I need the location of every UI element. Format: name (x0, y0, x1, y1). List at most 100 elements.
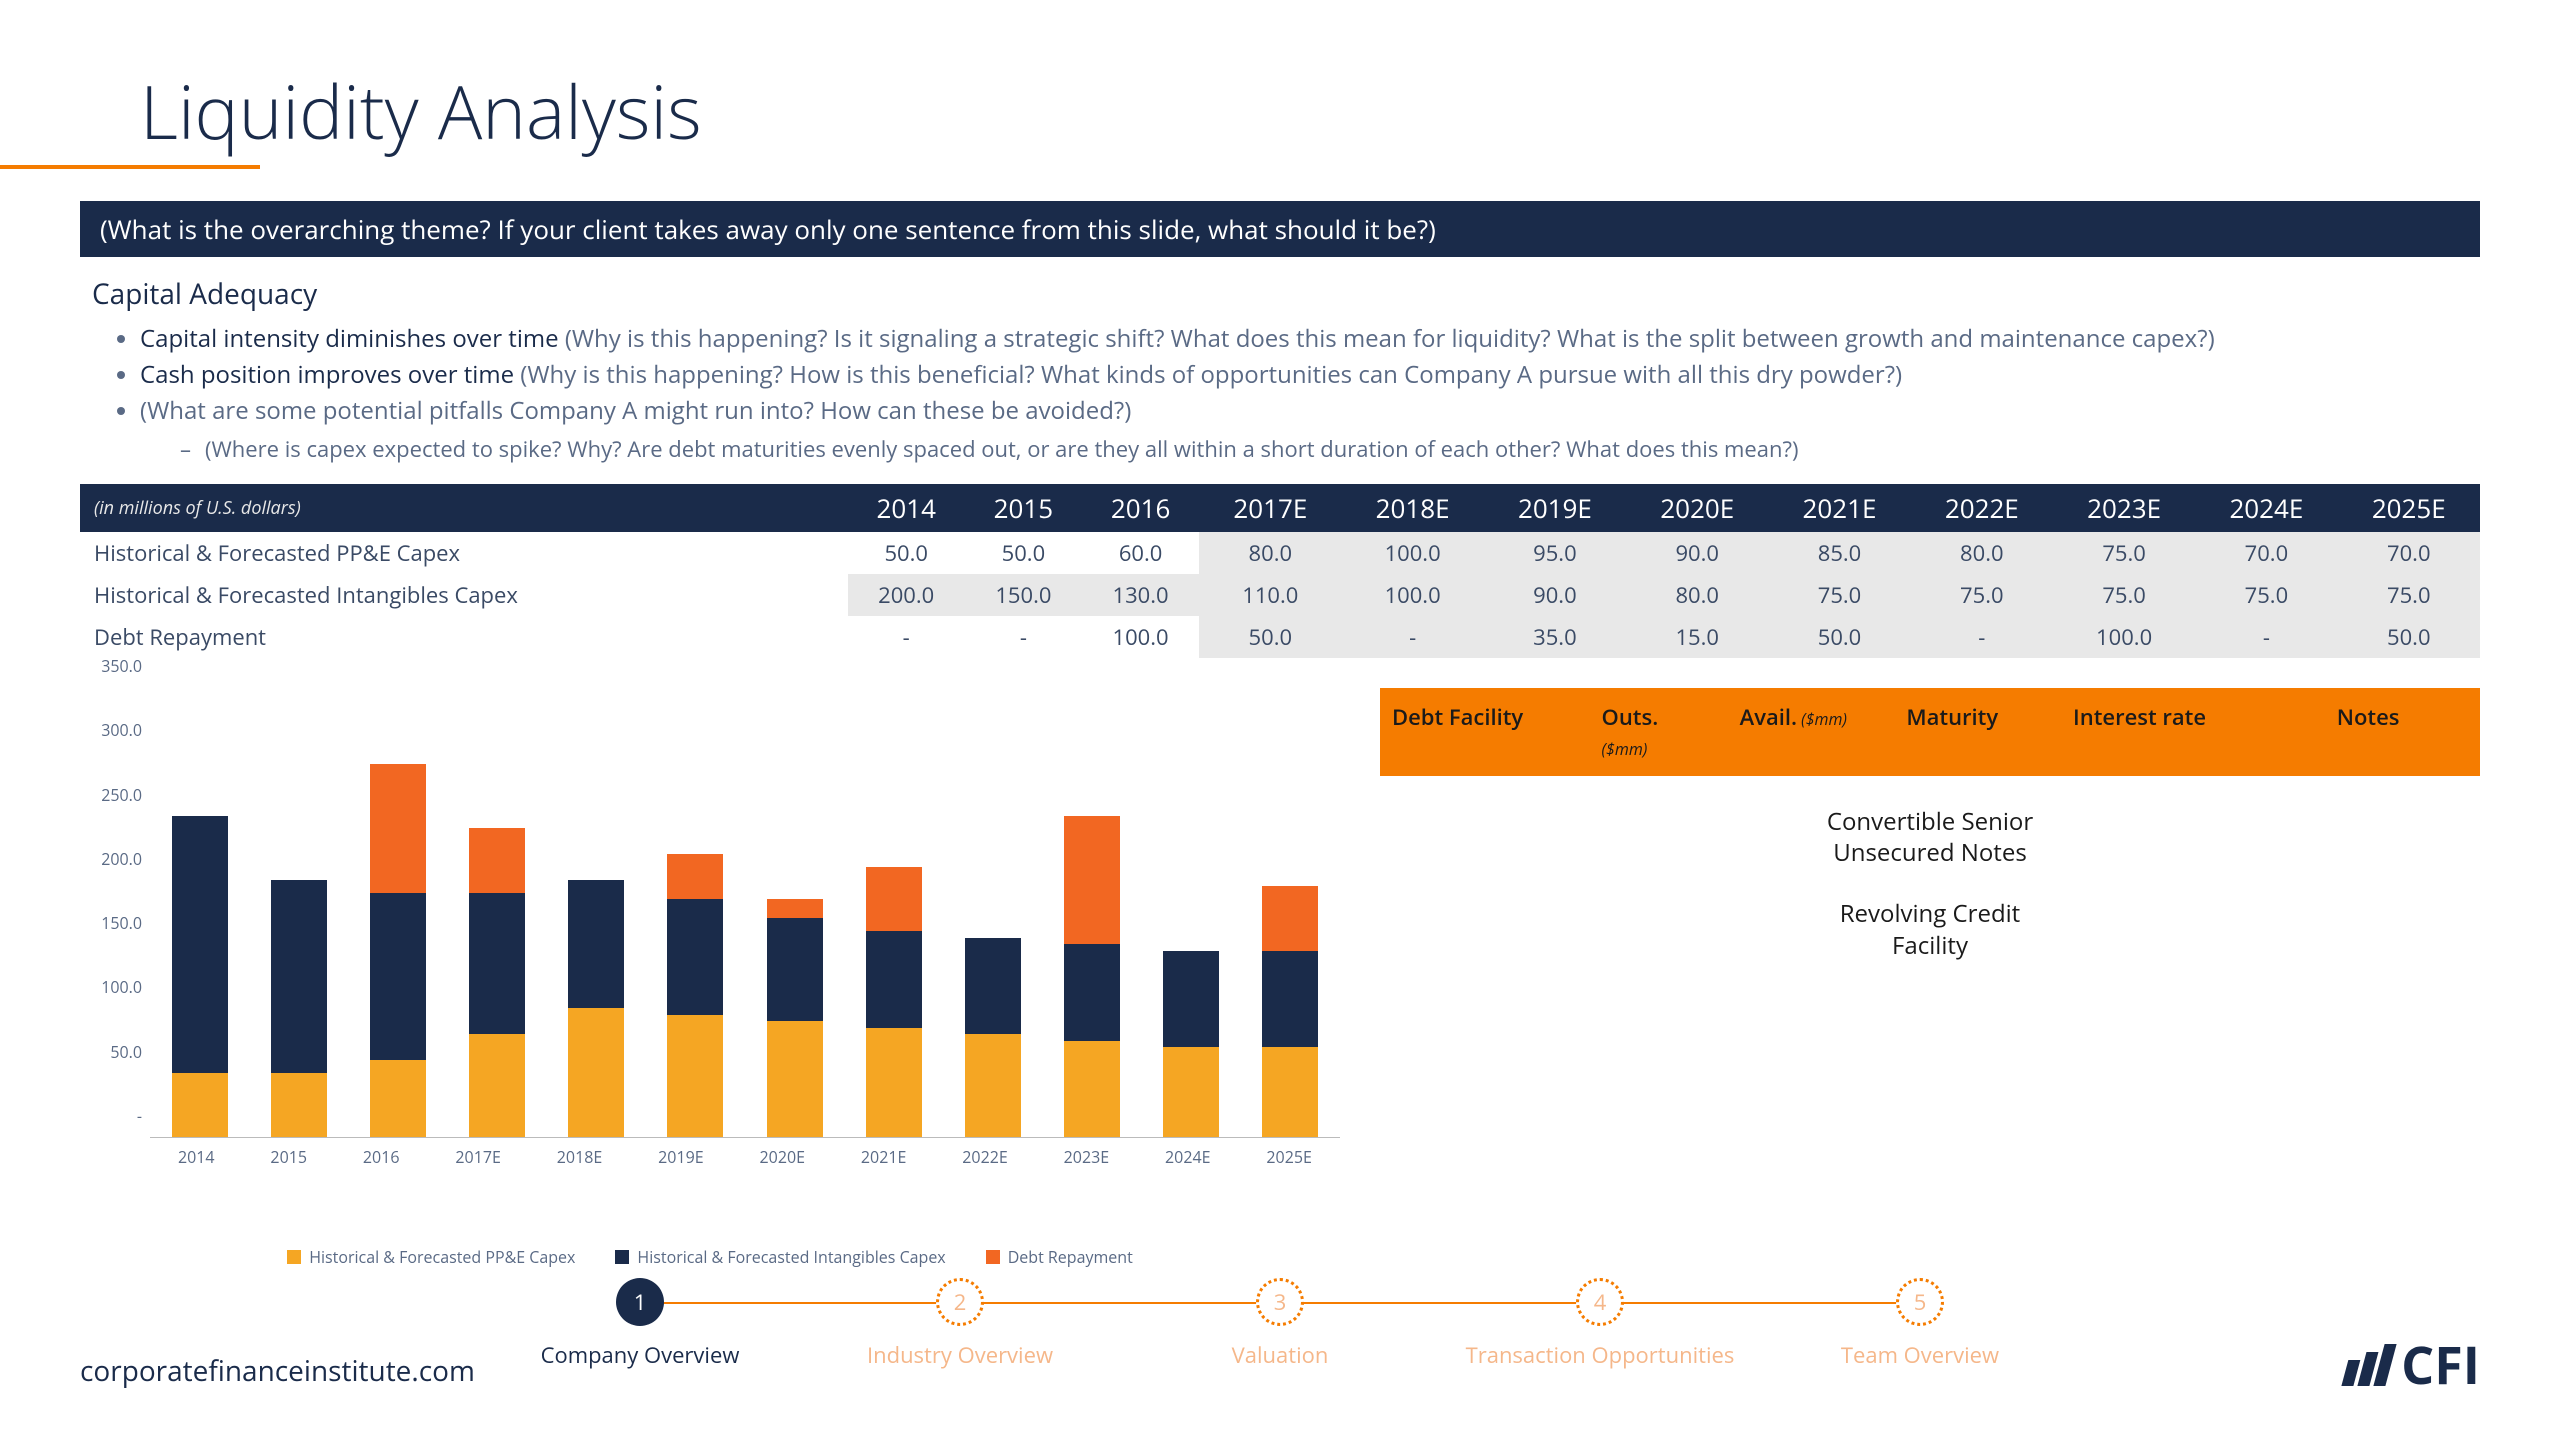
bar-segment (767, 918, 823, 1021)
table-cell: 50.0 (2338, 616, 2480, 658)
table-cell: 150.0 (965, 574, 1082, 616)
bullet-item: (What are some potential pitfalls Compan… (140, 393, 2480, 466)
bullet-rest: (What are some potential pitfalls Compan… (140, 394, 1131, 427)
debt-row-label: Revolving Credit Facility (1810, 898, 2050, 960)
step[interactable]: 5Team Overview (1760, 1278, 2080, 1370)
debt-col-notes: Notes (2256, 688, 2480, 776)
legend-label: Historical & Forecasted Intangibles Cape… (637, 1246, 945, 1268)
x-tick-label: 2017E (455, 1146, 500, 1168)
bar-segment (1262, 1047, 1318, 1137)
bar-stack (1262, 886, 1318, 1137)
x-tick-label: 2025E (1266, 1146, 1311, 1168)
bar-stack (1163, 951, 1219, 1137)
bar-segment (370, 1060, 426, 1137)
bar-segment (172, 1073, 228, 1137)
table-year-header: 2017E (1199, 484, 1341, 532)
bar-segment (1262, 951, 1318, 1047)
table-cell: 50.0 (1199, 616, 1341, 658)
table-cell: 50.0 (1768, 616, 1910, 658)
y-tick-label: 150.0 (101, 912, 142, 934)
step[interactable]: 2 Industry Overview (800, 1278, 1120, 1370)
bar-segment (271, 880, 327, 1073)
table-year-header: 2024E (2195, 484, 2337, 532)
bar-stack (568, 880, 624, 1137)
legend-swatch-icon (986, 1250, 1000, 1264)
table-cell: - (965, 616, 1082, 658)
table-cell: 100.0 (1341, 574, 1483, 616)
sub-bullet-list: (Where is capex expected to spike? Why? … (140, 433, 2480, 466)
progress-stepper: 1 Company Overview 2 Industry Overview 3 Valu… (480, 1278, 2080, 1370)
table-year-header: 2016 (1082, 484, 1199, 532)
table-cell: 70.0 (2195, 532, 2337, 574)
table-cell: 80.0 (1626, 574, 1768, 616)
footer-logo: CFI (2347, 1329, 2480, 1400)
section-subhead: Capital Adequacy (92, 275, 2480, 313)
bar-segment (767, 1021, 823, 1137)
bar-segment (1064, 816, 1120, 945)
bar-segment (1064, 944, 1120, 1040)
bar-stack (667, 854, 723, 1137)
step-circle[interactable]: 2 (936, 1278, 984, 1326)
table-year-header: 2014 (848, 484, 965, 532)
table-cell: 75.0 (2053, 532, 2195, 574)
debt-col-outs: Outs.($mm) (1590, 688, 1728, 776)
y-tick-label: 200.0 (101, 848, 142, 870)
table-cell: 75.0 (1768, 574, 1910, 616)
bar-segment (370, 893, 426, 1060)
step[interactable]: 4 Transaction Opportunities (1440, 1278, 1760, 1370)
step-label: Industry Overview (867, 1340, 1053, 1370)
x-tick-label: 2020E (760, 1146, 805, 1168)
bar-segment (866, 931, 922, 1027)
step[interactable]: 1 Company Overview (480, 1278, 800, 1370)
bar-segment (568, 1008, 624, 1137)
step-circle[interactable]: 1 (616, 1278, 664, 1326)
table-cell: 50.0 (965, 532, 1082, 574)
y-tick-label: - (137, 1105, 142, 1127)
bar-segment (1163, 1047, 1219, 1137)
table-cell: 15.0 (1626, 616, 1768, 658)
bar-stack (965, 938, 1021, 1137)
bullet-item: Capital intensity diminishes over time (… (140, 321, 2480, 357)
bar-segment (965, 938, 1021, 1034)
bar-segment (469, 1034, 525, 1137)
table-cell: - (848, 616, 965, 658)
table-cell: 100.0 (2053, 616, 2195, 658)
bar-stack (866, 867, 922, 1137)
table-cell: 60.0 (1082, 532, 1199, 574)
legend-label: Historical & Forecasted PP&E Capex (309, 1246, 575, 1268)
table-cell: 35.0 (1484, 616, 1626, 658)
step[interactable]: 3 Valuation (1120, 1278, 1440, 1370)
table-year-header: 2025E (2338, 484, 2480, 532)
table-cell: 95.0 (1484, 532, 1626, 574)
table-cell: 90.0 (1626, 532, 1768, 574)
table-year-header: 2020E (1626, 484, 1768, 532)
bar-segment (271, 1073, 327, 1137)
step-circle[interactable]: 4 (1576, 1278, 1624, 1326)
debt-col-avail: Avail. ($mm) (1728, 688, 1895, 776)
table-cell: 50.0 (848, 532, 965, 574)
theme-bar: (What is the overarching theme? If your … (80, 201, 2480, 257)
step-label: Company Overview (541, 1340, 740, 1370)
step-label: Valuation (1232, 1340, 1329, 1370)
bullet-item: Cash position improves over time (Why is… (140, 357, 2480, 393)
table-row-label: Historical & Forecasted PP&E Capex (80, 532, 848, 574)
bar-segment (767, 899, 823, 918)
y-tick-label: 50.0 (110, 1041, 142, 1063)
step-label: Transaction Opportunities (1466, 1340, 1735, 1370)
debt-facility-table: Debt Facility Outs.($mm) Avail. ($mm) Ma… (1380, 688, 2480, 1268)
table-year-header: 2023E (2053, 484, 2195, 532)
x-tick-label: 2019E (658, 1146, 703, 1168)
step-circle[interactable]: 5 (1896, 1278, 1944, 1326)
table-cell: 85.0 (1768, 532, 1910, 574)
table-year-header: 2018E (1341, 484, 1483, 532)
bullet-strong: Cash position improves over time (140, 358, 514, 391)
bar-segment (370, 764, 426, 893)
table-cell: 110.0 (1199, 574, 1341, 616)
table-cell: - (1911, 616, 2053, 658)
table-cell: 100.0 (1341, 532, 1483, 574)
bar-segment (667, 899, 723, 1015)
step-circle[interactable]: 3 (1256, 1278, 1304, 1326)
table-cell: 75.0 (2338, 574, 2480, 616)
table-corner: (in millions of U.S. dollars) (80, 484, 848, 532)
logo-bars-icon (2341, 1344, 2396, 1386)
